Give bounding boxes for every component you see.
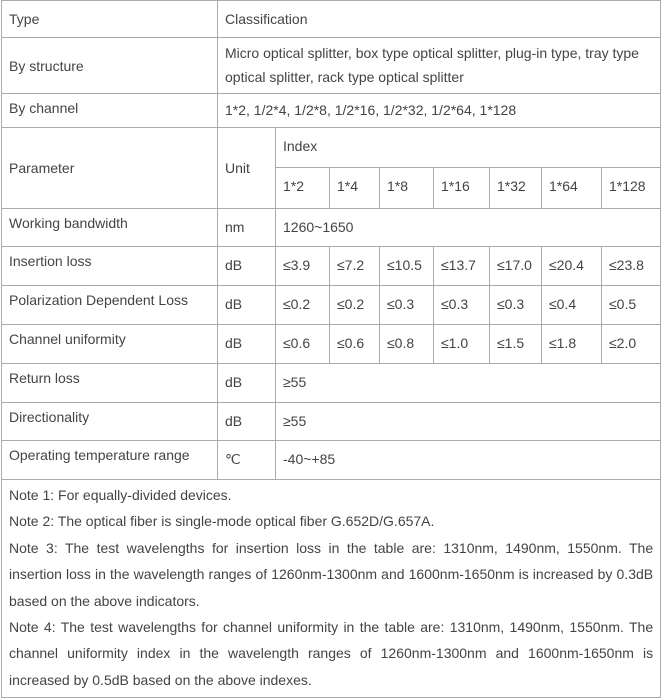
param-unit: dB [217, 324, 276, 364]
param-name: Operating temperature range [1, 440, 218, 480]
param-value: ≤1.5 [489, 324, 542, 364]
table-row: Polarization Dependent Loss dB ≤0.2 ≤0.2… [1, 285, 661, 325]
param-value: ≤23.8 [600, 246, 661, 286]
channel-row: By channel 1*2, 1/2*4, 1/2*8, 1/2*16, 1/… [1, 93, 661, 128]
channels-header-row: 1*2 1*4 1*8 1*16 1*32 1*64 1*128 [2, 167, 661, 209]
header-row: Type Classification [1, 0, 661, 38]
table-row: Insertion loss dB ≤3.9 ≤7.2 ≤10.5 ≤13.7 … [1, 246, 661, 286]
table-row: Operating temperature range ℃ -40~+85 [1, 440, 661, 480]
param-value: -40~+85 [274, 440, 661, 480]
param-value: ≤0.3 [489, 285, 542, 325]
unit-header: Unit [217, 127, 276, 209]
param-value: ≤1.0 [433, 324, 490, 364]
param-value: ≤0.2 [329, 285, 380, 325]
param-value: ≤0.5 [600, 285, 661, 325]
param-value: ≤20.4 [541, 246, 602, 286]
param-value: ≤7.2 [329, 246, 380, 286]
parameter-header: Parameter [1, 127, 218, 209]
channel-col-header: 1*4 [329, 167, 380, 209]
channel-label: By channel [1, 93, 218, 128]
param-name: Polarization Dependent Loss [1, 285, 218, 325]
param-value: ≤3.9 [275, 246, 330, 286]
channel-col-header: 1*16 [433, 167, 490, 209]
param-value: ≤0.6 [329, 324, 380, 364]
param-value: ≤2.0 [600, 324, 661, 364]
structure-row: By structure Micro optical splitter, box… [1, 37, 661, 94]
notes-row: Note 1: For equally-divided devices. Not… [0, 478, 661, 698]
index-header: Index [274, 127, 661, 168]
note-3: Note 3: The test wavelengths for inserti… [9, 539, 654, 609]
param-unit: ℃ [217, 440, 276, 480]
param-value: ≤10.5 [379, 246, 434, 286]
channel-col-header: 1*128 [600, 167, 661, 209]
channel-col-header: 1*8 [379, 167, 434, 209]
note-1: Note 1: For equally-divided devices. [9, 487, 232, 503]
param-value: 1260~1650 [274, 208, 661, 247]
param-value: ≥55 [274, 402, 661, 441]
table-row: Return loss dB ≥55 [1, 363, 661, 403]
structure-label: By structure [1, 37, 218, 94]
param-unit: dB [217, 363, 276, 403]
param-value: ≤0.8 [379, 324, 434, 364]
table-row: Working bandwidth nm 1260~1650 [1, 208, 661, 247]
param-unit: dB [217, 402, 276, 441]
param-value: ≤0.6 [275, 324, 330, 364]
table-row: Directionality dB ≥55 [1, 402, 661, 441]
param-name: Channel uniformity [1, 324, 218, 364]
param-name: Return loss [1, 363, 218, 403]
channel-col-header: 1*32 [489, 167, 542, 209]
param-unit: dB [217, 285, 276, 325]
param-name: Working bandwidth [1, 208, 218, 247]
param-value: ≤1.8 [541, 324, 602, 364]
note-2: Note 2: The optical fiber is single-mode… [9, 513, 435, 530]
channel-col-header: 1*2 [275, 167, 330, 209]
param-name: Directionality [1, 402, 218, 441]
type-header: Type [1, 0, 218, 38]
classification-header: Classification [216, 0, 661, 38]
param-unit: nm [217, 208, 276, 247]
table-row: Channel uniformity dB ≤0.6 ≤0.6 ≤0.8 ≤1.… [1, 324, 661, 364]
param-unit: dB [217, 246, 276, 286]
param-name: Insertion loss [1, 246, 218, 286]
param-value: ≤0.4 [541, 285, 602, 325]
param-value: ≥55 [274, 363, 661, 403]
param-header-row: Parameter Unit Index [1, 127, 661, 209]
notes-cell: Note 1: For equally-divided devices. Not… [0, 478, 661, 698]
param-value: ≤13.7 [433, 246, 490, 286]
param-value: ≤0.3 [379, 285, 434, 325]
param-value: ≤17.0 [489, 246, 542, 286]
structure-value: Micro optical splitter, box type optical… [216, 37, 661, 94]
param-value: ≤0.3 [433, 285, 490, 325]
channel-value: 1*2, 1/2*4, 1/2*8, 1/2*16, 1/2*32, 1/2*6… [216, 93, 661, 128]
channel-col-header: 1*64 [541, 167, 602, 209]
param-value: ≤0.2 [275, 285, 330, 325]
note-4: Note 4: The test wavelengths for channel… [9, 619, 654, 688]
